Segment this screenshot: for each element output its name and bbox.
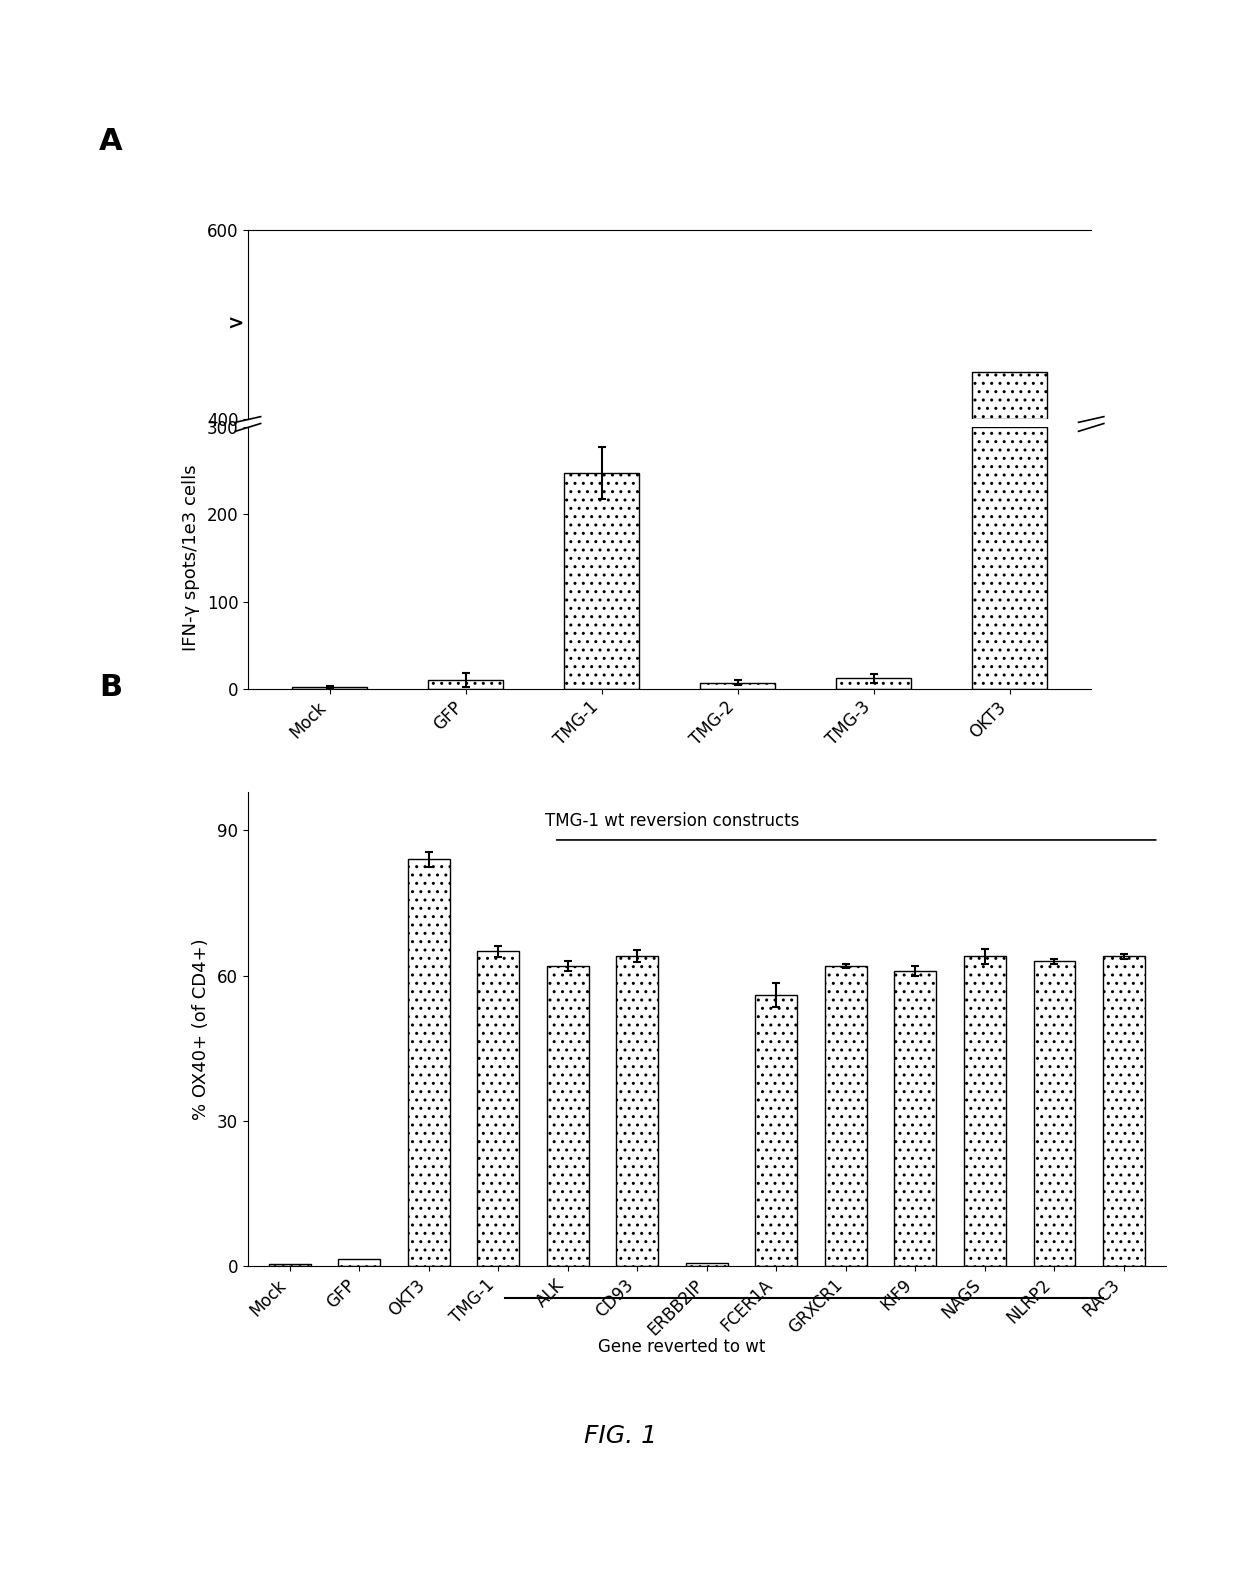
Bar	[428, 681, 503, 689]
Text: Gene reverted to wt: Gene reverted to wt	[599, 1338, 765, 1355]
Bar	[1104, 956, 1145, 1266]
Bar	[339, 1258, 381, 1266]
Bar	[894, 970, 936, 1266]
Bar	[1033, 961, 1075, 1266]
Text: FIG. 1: FIG. 1	[584, 1425, 656, 1448]
Bar	[477, 951, 520, 1266]
Bar	[564, 473, 639, 689]
Bar	[269, 1263, 310, 1266]
Y-axis label: % OX40+ (of CD4+): % OX40+ (of CD4+)	[192, 939, 211, 1119]
Text: TMG-1 wt reversion constructs: TMG-1 wt reversion constructs	[544, 812, 800, 829]
Bar	[972, 427, 1047, 689]
Bar	[701, 682, 775, 689]
Bar	[972, 372, 1047, 419]
Bar	[755, 996, 797, 1266]
Bar	[616, 956, 658, 1266]
Bar	[547, 966, 589, 1266]
Bar	[836, 678, 911, 689]
Bar	[293, 687, 367, 689]
Y-axis label: IFN-γ spots/1e3 cells: IFN-γ spots/1e3 cells	[182, 465, 200, 651]
Bar	[408, 860, 450, 1266]
Text: >: >	[227, 315, 244, 334]
Bar	[963, 956, 1006, 1266]
Text: A: A	[99, 127, 123, 155]
Bar	[686, 1263, 728, 1266]
Text: B: B	[99, 673, 123, 701]
Bar	[825, 966, 867, 1266]
